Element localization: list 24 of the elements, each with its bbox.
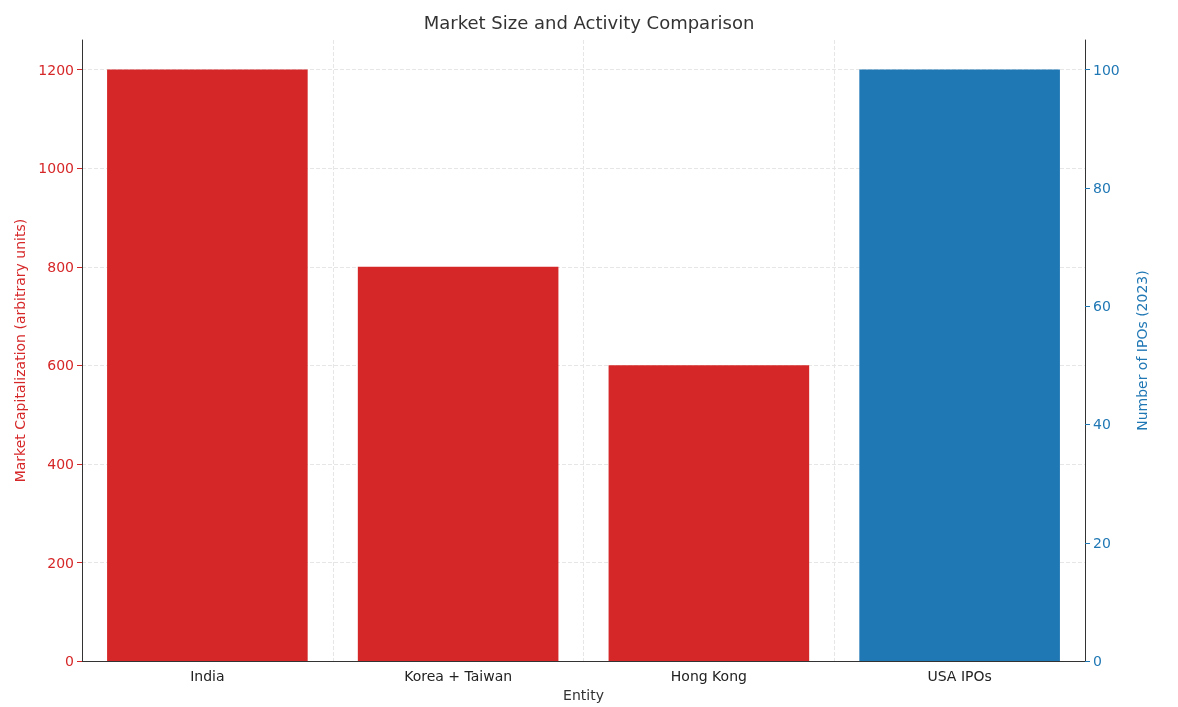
y-tick-label: 600 <box>47 357 74 374</box>
y-tick-label: 1200 <box>38 61 74 78</box>
x-tick-label: Korea + Taiwan <box>404 668 513 685</box>
y-axis-title: Market Capitalization (arbitrary units) <box>12 218 29 483</box>
bar <box>357 266 559 662</box>
y2-tick-label: 80 <box>1093 179 1111 196</box>
y2-tick-label: 60 <box>1093 298 1111 315</box>
y2-axis-title: Number of IPOs (2023) <box>1134 270 1150 431</box>
x-tick-label: USA IPOs <box>927 668 992 685</box>
bar <box>107 69 308 662</box>
y-tick-label: 800 <box>47 258 74 275</box>
y2-tick-label: 20 <box>1093 534 1111 551</box>
bar <box>608 365 810 662</box>
y-tick-label: 200 <box>47 554 74 571</box>
x-tick-label: India <box>190 668 225 685</box>
x-tick-label: Hong Kong <box>670 668 747 685</box>
y2-tick-label: 0 <box>1093 653 1102 670</box>
y-tick-label: 1000 <box>38 160 74 177</box>
x-axis-title: Entity <box>563 687 604 703</box>
y-tick-label: 400 <box>47 455 74 472</box>
chart-title: Market Size and Activity Comparison <box>423 11 755 33</box>
y2-tick-label: 40 <box>1093 416 1111 433</box>
y2-tick-label: 100 <box>1093 61 1120 78</box>
y-tick-label: 0 <box>65 653 74 670</box>
